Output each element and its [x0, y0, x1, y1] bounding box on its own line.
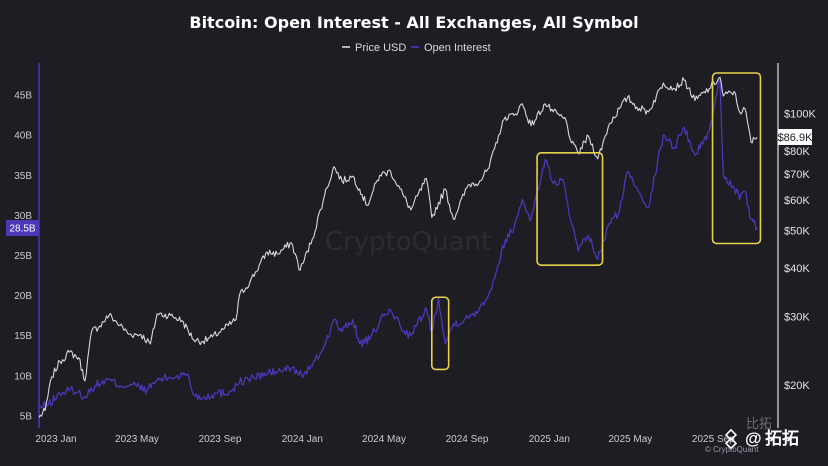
x-tick-label: 2023 May — [115, 434, 159, 445]
left-tick-label: 35B — [14, 171, 32, 182]
annotation-boxes — [430, 72, 762, 371]
x-axis-ticks: 2023 Jan 2023 May 2023 Sep 2024 Jan 2024 May… — [35, 434, 735, 445]
current-open-interest-marker: 28.5B — [6, 220, 39, 236]
right-tick-label: $30K — [784, 312, 810, 324]
current-price-marker: $86.9K — [778, 129, 814, 145]
x-tick-label: 2023 Jan — [35, 434, 76, 445]
brand-faint-text: 比拓 — [746, 416, 772, 431]
right-axis-ticks: $20K $30K $40K $50K $60K $70K $80K $100K — [784, 109, 816, 392]
left-tick-label: 30B — [14, 211, 32, 222]
highlight-box — [536, 152, 604, 266]
right-tick-label: $100K — [784, 109, 816, 121]
x-tick-label: 2024 Jan — [282, 434, 323, 445]
current-open-interest-badge — [6, 220, 39, 236]
right-tick-label: $40K — [784, 263, 810, 275]
left-tick-label: 5B — [20, 411, 33, 422]
right-tick-label: $80K — [784, 146, 810, 158]
left-axis-ticks: 5B 10B 15B 20B 25B 30B 35B 40B 45B — [14, 91, 32, 423]
current-price-label: $86.9K — [778, 132, 814, 144]
x-tick-label: 2025 Sep — [692, 434, 735, 445]
left-tick-label: 40B — [14, 131, 32, 142]
highlight-box — [711, 72, 762, 245]
right-tick-label: $20K — [784, 380, 810, 392]
left-tick-label: 25B — [14, 251, 32, 262]
brand-name: 拓拓 — [765, 429, 799, 448]
credit-text: © CryptoQuant — [705, 445, 759, 454]
right-tick-label: $60K — [784, 195, 810, 207]
brand-logo-icon — [724, 428, 738, 450]
x-tick-label: 2024 Sep — [446, 434, 489, 445]
brand-watermark: 比拓 @ 拓拓 — [724, 416, 799, 450]
current-price-badge — [778, 129, 812, 145]
x-tick-label: 2025 May — [608, 434, 652, 445]
x-tick-label: 2024 May — [362, 434, 406, 445]
x-tick-label: 2025 Jan — [529, 434, 570, 445]
x-tick-label: 2023 Sep — [199, 434, 242, 445]
left-tick-label: 10B — [14, 371, 32, 382]
chart-title: Bitcoin: Open Interest - All Exchanges, … — [189, 13, 638, 32]
right-tick-label: $70K — [784, 169, 810, 181]
legend-label-price: Price USD — [355, 42, 406, 54]
brand-at-symbol: @ — [745, 429, 762, 448]
right-tick-label: $50K — [784, 225, 810, 237]
current-open-interest-label: 28.5B — [9, 224, 35, 235]
left-tick-label: 20B — [14, 291, 32, 302]
price-series-line — [38, 76, 758, 418]
legend-label-open-interest: Open Interest — [424, 42, 491, 54]
watermark: CryptoQuant — [325, 227, 491, 257]
open-interest-series-line — [38, 78, 758, 409]
legend: Price USD Open Interest — [342, 42, 491, 54]
highlight-box — [430, 296, 450, 371]
left-tick-label: 45B — [14, 91, 32, 102]
left-tick-label: 15B — [14, 331, 32, 342]
